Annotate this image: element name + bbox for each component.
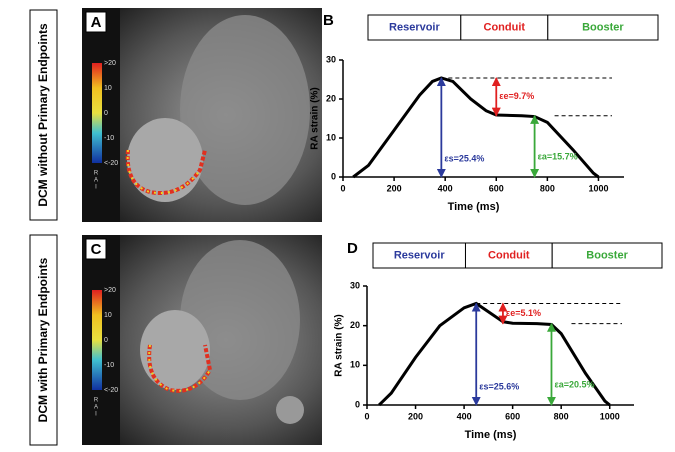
y-tick-label: 30 <box>326 54 336 64</box>
colorbar-label: 0 <box>104 337 108 344</box>
orientation-label: R <box>94 171 99 177</box>
row-label-box <box>29 9 58 221</box>
x-tick-label: 600 <box>489 183 504 193</box>
colorbar <box>92 290 102 390</box>
phase-box <box>551 242 663 269</box>
colorbar-label: 10 <box>104 312 112 319</box>
phase-box <box>464 242 553 269</box>
x-tick-label: 600 <box>505 411 520 421</box>
panel-letter-box <box>85 11 107 33</box>
x-tick-label: 0 <box>364 411 369 421</box>
strain-label: εs=25.4% <box>444 153 484 163</box>
y-tick-label: 30 <box>350 280 360 290</box>
orientation-label: I <box>95 185 97 191</box>
phase-label: Conduit <box>488 249 530 261</box>
orientation-label: I <box>95 412 97 418</box>
x-axis-label: Time (ms) <box>448 201 500 213</box>
y-tick-label: 10 <box>326 132 336 142</box>
row-label: DCM without Primary Endpoints <box>36 23 50 207</box>
orientation-label: R <box>94 398 99 404</box>
phase-label: Reservoir <box>394 249 445 261</box>
x-tick-label: 0 <box>340 183 345 193</box>
row-label-box <box>29 234 58 446</box>
phase-box <box>460 14 549 41</box>
row-label: DCM with Primary Endpoints <box>36 257 50 422</box>
y-axis-label: RA strain (%) <box>310 87 321 149</box>
panel-letter: B <box>323 12 334 29</box>
x-tick-label: 200 <box>408 411 423 421</box>
orientation-label: A <box>94 178 98 184</box>
mri-image <box>82 235 322 445</box>
y-tick-label: 0 <box>355 399 360 409</box>
line-series <box>352 76 600 179</box>
y-tick-label: 10 <box>350 360 360 370</box>
x-tick-label: 400 <box>438 183 453 193</box>
phase-box <box>367 14 462 41</box>
mri-image <box>82 8 322 222</box>
orientation-label: A <box>94 405 98 411</box>
phase-label: Reservoir <box>389 21 440 33</box>
strain-label: εe=5.1% <box>506 308 541 318</box>
colorbar-label: >20 <box>104 60 116 67</box>
colorbar-label: 0 <box>104 110 108 117</box>
strain-label: εa=20.5% <box>554 379 594 389</box>
y-tick-label: 0 <box>331 171 336 181</box>
x-tick-label: 800 <box>540 183 555 193</box>
x-tick-label: 200 <box>387 183 402 193</box>
x-tick-label: 1000 <box>588 183 608 193</box>
panel-letter: A <box>91 14 102 31</box>
x-tick-label: 1000 <box>600 411 620 421</box>
strain-label: εs=25.6% <box>479 381 519 391</box>
colorbar-label: -10 <box>104 135 114 142</box>
y-tick-label: 20 <box>350 320 360 330</box>
panel-letter-box <box>85 238 107 260</box>
phase-label: Booster <box>582 21 624 33</box>
panel-letter: D <box>347 240 358 257</box>
strain-label: εe=9.7% <box>499 91 534 101</box>
x-axis-label: Time (ms) <box>465 429 517 441</box>
colorbar-label: <-20 <box>104 160 118 167</box>
phase-label: Conduit <box>484 21 526 33</box>
strain-label: εa=15.7% <box>538 151 578 161</box>
colorbar-label: >20 <box>104 287 116 294</box>
x-tick-label: 800 <box>554 411 569 421</box>
colorbar-label: 10 <box>104 85 112 92</box>
colorbar-label: -10 <box>104 362 114 369</box>
y-tick-label: 20 <box>326 93 336 103</box>
colorbar <box>92 63 102 163</box>
phase-label: Booster <box>586 249 628 261</box>
x-tick-label: 400 <box>457 411 472 421</box>
phase-box <box>547 14 659 41</box>
y-axis-label: RA strain (%) <box>334 314 345 376</box>
colorbar-label: <-20 <box>104 387 118 394</box>
panel-letter: C <box>91 241 102 258</box>
